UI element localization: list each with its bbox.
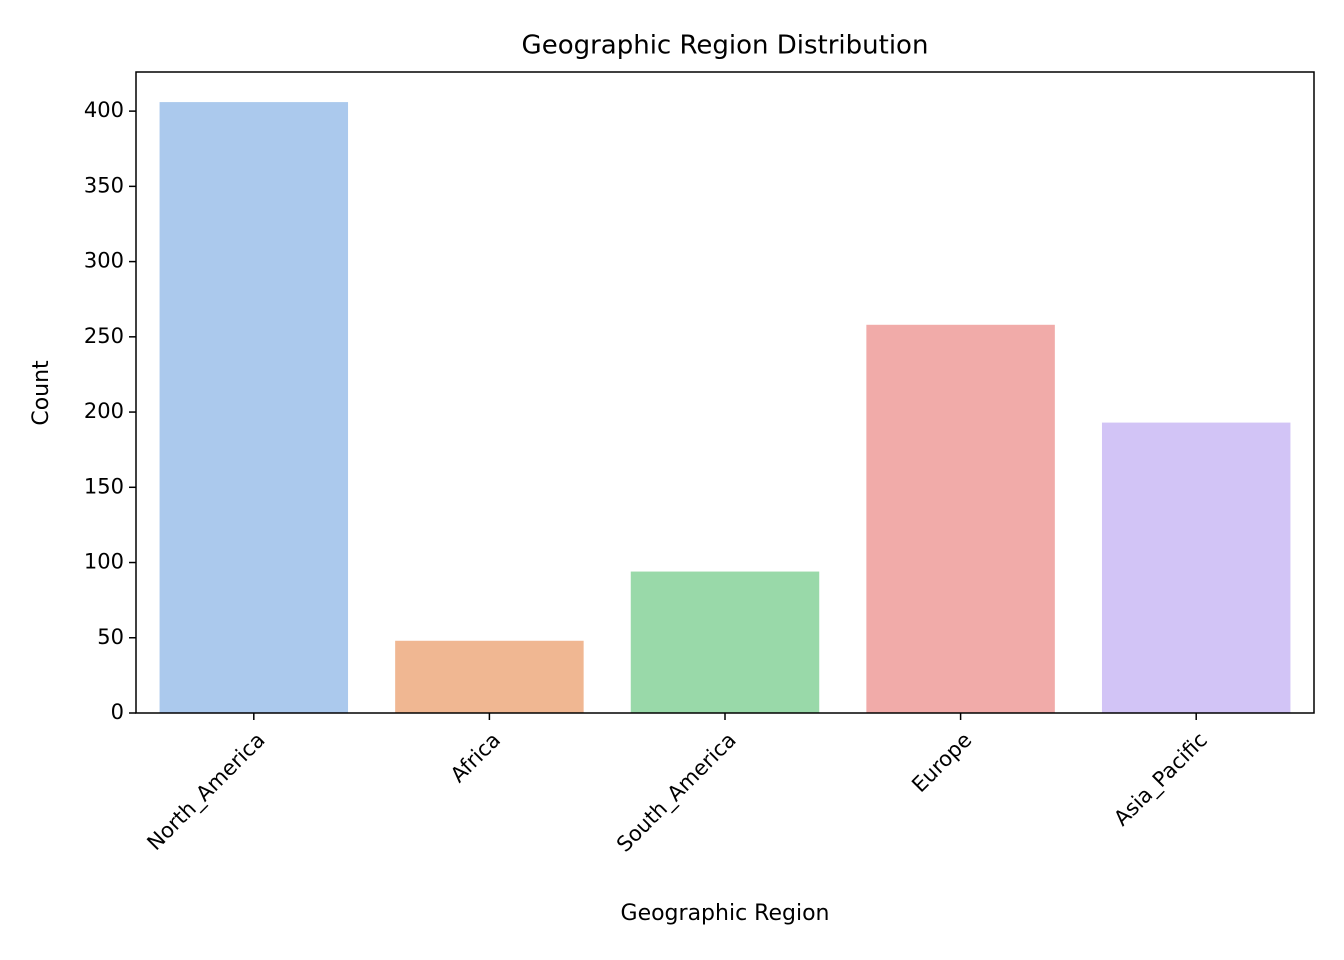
- bar: [159, 102, 349, 714]
- x-axis-label: Geographic Region: [621, 901, 830, 926]
- x-tick-label: Asia_Pacific: [1109, 728, 1212, 831]
- y-tick-label: 400: [84, 98, 124, 122]
- y-tick-label: 150: [84, 474, 124, 498]
- x-tick-label: North_America: [142, 728, 270, 856]
- x-tick-label: South_America: [612, 728, 742, 858]
- y-tick-label: 100: [84, 550, 124, 574]
- chart-title: Geographic Region Distribution: [522, 31, 929, 61]
- bar: [1101, 422, 1291, 713]
- y-tick-label: 50: [97, 625, 124, 649]
- plot-frame: [135, 71, 1315, 714]
- bar: [866, 324, 1055, 713]
- x-tick-label: Africa: [446, 728, 505, 787]
- bar: [630, 571, 820, 713]
- x-tick-label: Europe: [907, 728, 976, 797]
- y-tick-label: 300: [84, 249, 124, 273]
- bar: [395, 640, 584, 713]
- y-tick-label: 200: [84, 399, 124, 423]
- y-tick-label: 350: [84, 173, 124, 197]
- y-tick-label: 0: [111, 700, 124, 724]
- y-tick-label: 250: [84, 324, 124, 348]
- y-axis-label: Count: [29, 360, 54, 426]
